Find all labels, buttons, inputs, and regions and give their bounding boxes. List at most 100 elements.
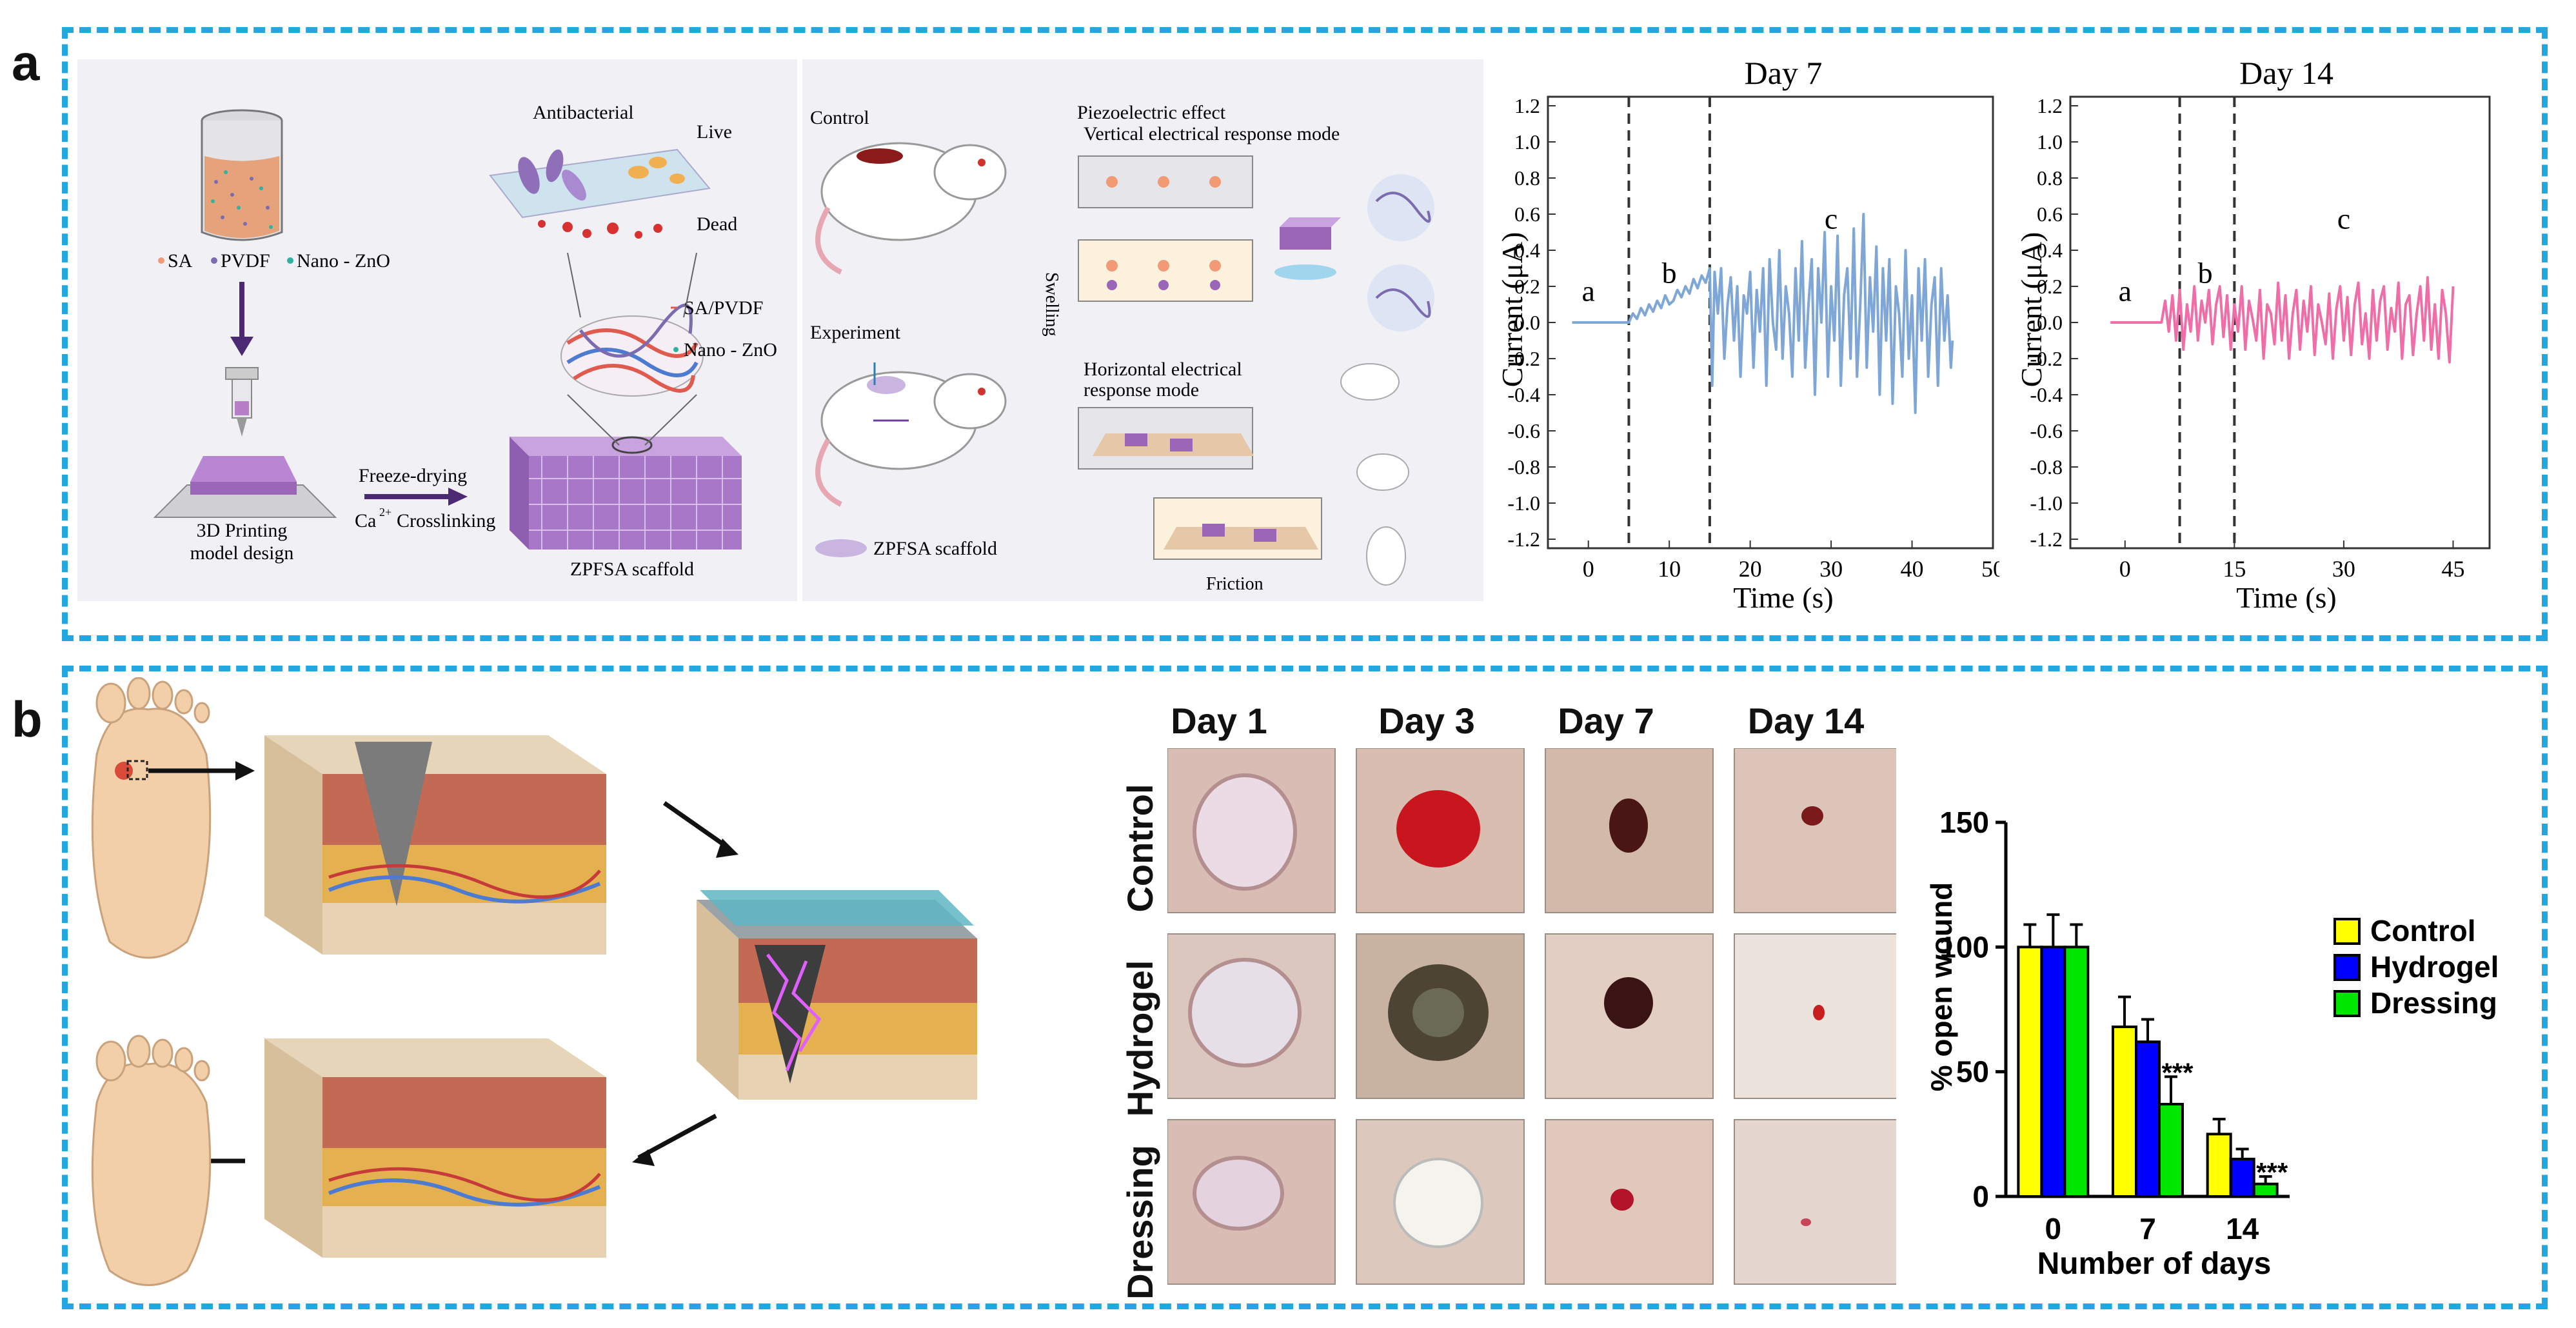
bar-control-day-14: [2206, 1133, 2232, 1198]
day14-ylabel: Current (μA): [2016, 232, 2048, 388]
day14-ytick-label: -0.4: [2030, 383, 2063, 406]
bar-xtick-label: 7: [2139, 1212, 2156, 1245]
control-rat-icon: [815, 142, 1007, 275]
bar-ylabel: % open wound: [1925, 882, 1958, 1092]
day7-chart-title: Day 7: [1745, 55, 1823, 91]
bar-significance-label: ***: [2161, 1057, 2194, 1087]
healed-skin-block: [264, 1038, 606, 1258]
legend-label-control: Control: [2370, 914, 2476, 947]
mechanism-illustration: Control Experiment ZPFSA scaffold Piezoe…: [802, 59, 1483, 601]
vertical-mode-diagram: [1078, 155, 1253, 302]
day7-ytick-label: 0.0: [1514, 311, 1540, 334]
day14-current-chart: Day 14 -1.2 -1.0 -0.8 -0.6 -0.4 -0.2 0.0 0.2 0.4…: [2016, 55, 2491, 613]
horizontal-mode-diagram: [1078, 407, 1322, 560]
swelling-label: Swelling: [1042, 272, 1062, 337]
day7-ytick-label: -0.8: [1507, 455, 1540, 479]
bar-ytick-label: 150: [1939, 806, 1989, 839]
freeze-drying-label: Freeze-drying: [359, 465, 467, 486]
day7-ytick-label: 0.8: [1514, 166, 1540, 190]
piezo-label: Piezoelectric effect: [1077, 102, 1226, 123]
model-design-label: model design: [190, 542, 294, 564]
day14-phase-label: c: [2337, 202, 2350, 235]
antibacterial-label: Antibacterial: [533, 102, 634, 123]
open-wound-bar-chart: 0 50 100 150 0 7 14 *** *** % open wound Number …: [1925, 806, 2499, 1281]
zpfsa-scaffold-mech-label: ZPFSA scaffold: [873, 538, 997, 559]
bar-hydrogel-day-0: [2040, 946, 2066, 1198]
antibacterial-sheet: [489, 148, 711, 239]
wound-photos: [1167, 748, 1896, 1285]
day14-ytick-label: 0.0: [2037, 311, 2063, 334]
bar-ytick-label: 100: [1939, 930, 1989, 964]
row-label-hydrogel: Hydrogel: [1120, 960, 1160, 1117]
day14-xlabel: Time (s): [2236, 581, 2337, 613]
day7-xtick-label: 40: [1901, 556, 1924, 582]
day7-current-chart: Day 7 -1.2 -1.0 -0.8 -0.6 -0.4 -0.2 0.0 0.2 0.4 0…: [1496, 55, 1999, 613]
wound-skin-block: [264, 735, 606, 955]
day7-ytick-label: 1.0: [1514, 130, 1540, 154]
bar-dressing-day-14: [2252, 1182, 2279, 1198]
photo-dressing-day14: [1734, 1119, 1896, 1285]
bar-hydrogel-day-7: [2135, 1040, 2161, 1198]
col-header-day1: Day 1: [1171, 700, 1267, 741]
day14-ytick-label: 0.8: [2037, 166, 2063, 190]
row-label-control: Control: [1120, 784, 1160, 913]
day14-xtick-label: 0: [2119, 556, 2131, 582]
row-label-dressing: Dressing: [1120, 1145, 1160, 1300]
day14-ytick-label: -0.8: [2030, 455, 2063, 479]
day7-xtick-label: 30: [1819, 556, 1843, 582]
zno-label: Nano - ZnO: [297, 250, 390, 272]
experiment-label: Experiment: [810, 322, 901, 343]
day7-ytick-label: 1.2: [1514, 94, 1540, 117]
bar-dressing-day-0: [2063, 946, 2090, 1198]
wound-photo-grid: Day 1 Day 3 Day 7 Day 14 Control Hydroge…: [1116, 700, 1896, 1300]
legend-swatch-hydrogel: [2333, 954, 2361, 981]
day14-ytick-label: 0.6: [2037, 203, 2063, 226]
day7-ytick-label: -1.2: [1507, 528, 1540, 551]
horizontal-mode-label: Horizontal electrical: [1084, 359, 1242, 380]
day14-xtick-label: 30: [2332, 556, 2355, 582]
ca-label: Ca: [355, 510, 376, 531]
day7-ytick-label: 0.2: [1514, 275, 1540, 298]
pvdf-label: PVDF: [221, 250, 270, 272]
syringe-icon: [225, 367, 259, 437]
photo-control-day14: [1734, 748, 1896, 913]
legend-label-hydrogel: Hydrogel: [2370, 950, 2499, 984]
day14-ytick-label: -0.6: [2030, 419, 2063, 442]
day14-ytick-label: 1.2: [2037, 94, 2063, 117]
day7-ytick-label: 0.4: [1514, 239, 1540, 262]
ca-superscript: 2+: [379, 506, 391, 519]
day7-phase-label: b: [1662, 256, 1677, 289]
col-header-day7: Day 7: [1558, 700, 1654, 741]
fabrication-illustration: SA PVDF Nano - ZnO 3D Printing model des…: [77, 59, 797, 601]
panel-a-frame: [62, 27, 2548, 641]
day7-phase-label: a: [1582, 274, 1595, 307]
day7-phase-label: c: [1825, 202, 1838, 235]
friction-label: Friction: [1206, 574, 1263, 594]
zno-legend: Nano - ZnO: [684, 339, 777, 361]
day7-series-line: [1572, 213, 1954, 414]
bar-dressing-day-7: [2158, 1102, 2184, 1198]
beaker-icon: [201, 109, 283, 241]
fiber-network-icon: [560, 303, 704, 397]
scaffold-block: [510, 436, 742, 550]
day7-ylabel: Current (μA): [1496, 232, 1529, 388]
day7-ytick-label: -0.6: [1507, 419, 1540, 442]
bar-xlabel: Number of days: [2037, 1247, 2272, 1281]
panel-b-letter: b: [12, 691, 43, 748]
day14-phase-label: b: [2198, 256, 2213, 289]
day14-chart-title: Day 14: [2239, 55, 2333, 91]
legend-label-dressing: Dressing: [2370, 986, 2497, 1020]
live-label: Live: [697, 121, 732, 143]
day14-ytick-label: -1.2: [2030, 528, 2063, 551]
vertical-mode-label: Vertical electrical response mode: [1084, 123, 1340, 144]
day14-ytick-label: 0.4: [2037, 239, 2063, 262]
col-header-day3: Day 3: [1378, 700, 1475, 741]
day14-ytick-label: 0.2: [2037, 275, 2063, 298]
bar-xtick-label: 14: [2226, 1212, 2259, 1245]
wound-healing-schematic: [71, 677, 1038, 1303]
col-header-day14: Day 14: [1747, 700, 1865, 741]
day14-ytick-label: -1.0: [2030, 491, 2063, 515]
day14-xtick-label: 45: [2441, 556, 2464, 582]
bar-control-day-7: [2112, 1026, 2137, 1198]
day7-ytick-label: -0.4: [1507, 383, 1540, 406]
